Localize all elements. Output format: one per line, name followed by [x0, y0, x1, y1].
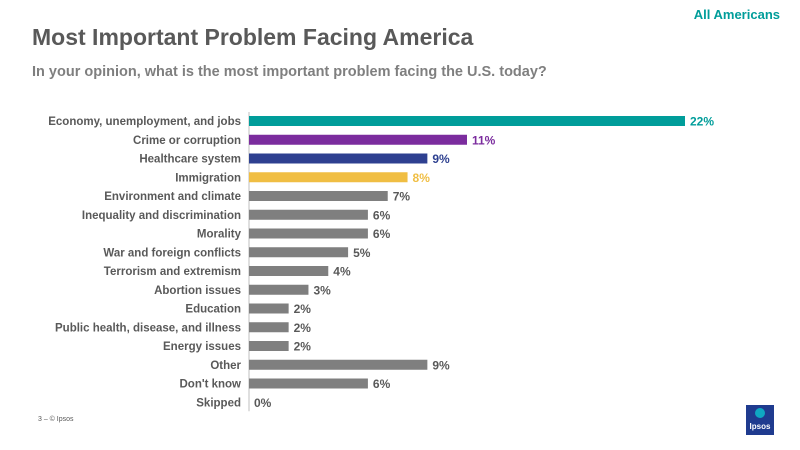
value-label: 22%	[690, 115, 714, 129]
category-label: Immigration	[175, 172, 241, 184]
value-label: 2%	[294, 321, 312, 335]
category-label: Healthcare system	[139, 154, 241, 166]
footer-text: 3 ‒ © Ipsos	[38, 416, 74, 423]
bar	[249, 284, 309, 295]
category-label: Education	[185, 304, 241, 316]
bar	[249, 247, 349, 258]
category-label: Abortion issues	[154, 285, 241, 297]
bar	[249, 303, 289, 314]
bar	[249, 134, 467, 145]
bar	[249, 228, 368, 239]
category-label: Morality	[197, 229, 242, 241]
category-label: Economy, unemployment, and jobs	[48, 116, 241, 128]
value-label: 0%	[254, 396, 272, 410]
category-label: Environment and climate	[104, 191, 241, 203]
value-label: 6%	[373, 377, 391, 391]
bar	[249, 341, 289, 351]
category-label: Other	[210, 360, 241, 372]
category-label: Don't know	[179, 379, 241, 391]
value-label: 2%	[294, 302, 312, 316]
value-label: 5%	[353, 246, 371, 260]
ipsos-logo: Ipsos	[746, 405, 774, 435]
bar	[249, 378, 368, 389]
bar	[249, 266, 329, 276]
bar	[249, 359, 428, 370]
value-label: 4%	[333, 265, 351, 279]
category-label: Public health, disease, and illness	[55, 322, 241, 334]
bar	[249, 172, 408, 183]
logo-text: Ipsos	[749, 422, 771, 431]
bar	[249, 191, 388, 201]
value-label: 8%	[413, 171, 431, 185]
category-label: Inequality and discrimination	[82, 210, 241, 222]
category-label: Skipped	[196, 397, 241, 409]
category-label: War and foreign conflicts	[103, 247, 241, 259]
logo-dot-icon	[755, 408, 765, 418]
value-label: 2%	[294, 340, 312, 354]
value-label: 9%	[432, 358, 450, 372]
chart-subtitle: In your opinion, what is the most import…	[32, 64, 547, 80]
bar	[249, 116, 685, 126]
value-label: 7%	[393, 190, 411, 204]
value-label: 3%	[313, 283, 331, 297]
value-label: 6%	[373, 227, 391, 241]
category-label: Crime or corruption	[133, 135, 241, 147]
category-label: Energy issues	[163, 341, 241, 353]
value-label: 11%	[472, 133, 496, 147]
value-label: 9%	[432, 152, 450, 166]
category-label: Terrorism and extremism	[104, 266, 241, 278]
chart-title: Most Important Problem Facing America	[32, 24, 474, 50]
bar	[249, 153, 428, 164]
bar	[249, 209, 368, 220]
audience-label: All Americans	[693, 7, 780, 22]
bar	[249, 322, 289, 333]
value-label: 6%	[373, 208, 391, 222]
